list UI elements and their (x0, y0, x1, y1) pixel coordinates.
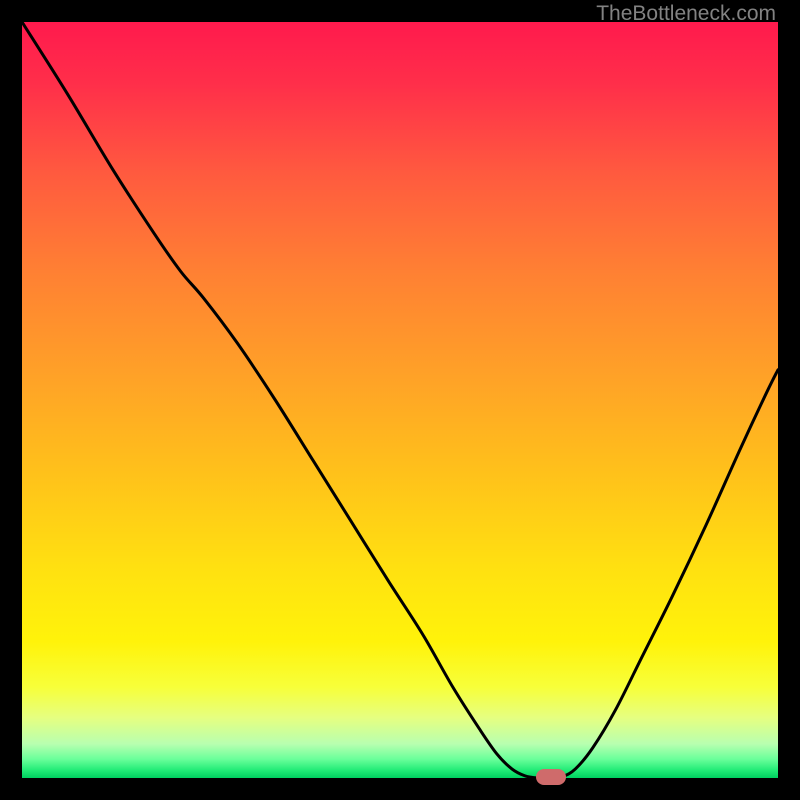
gradient-background (22, 22, 778, 778)
target-marker (536, 769, 566, 785)
plot-area (22, 22, 778, 778)
watermark-text: TheBottleneck.com (596, 2, 776, 26)
chart-frame: TheBottleneck.com (0, 0, 800, 800)
